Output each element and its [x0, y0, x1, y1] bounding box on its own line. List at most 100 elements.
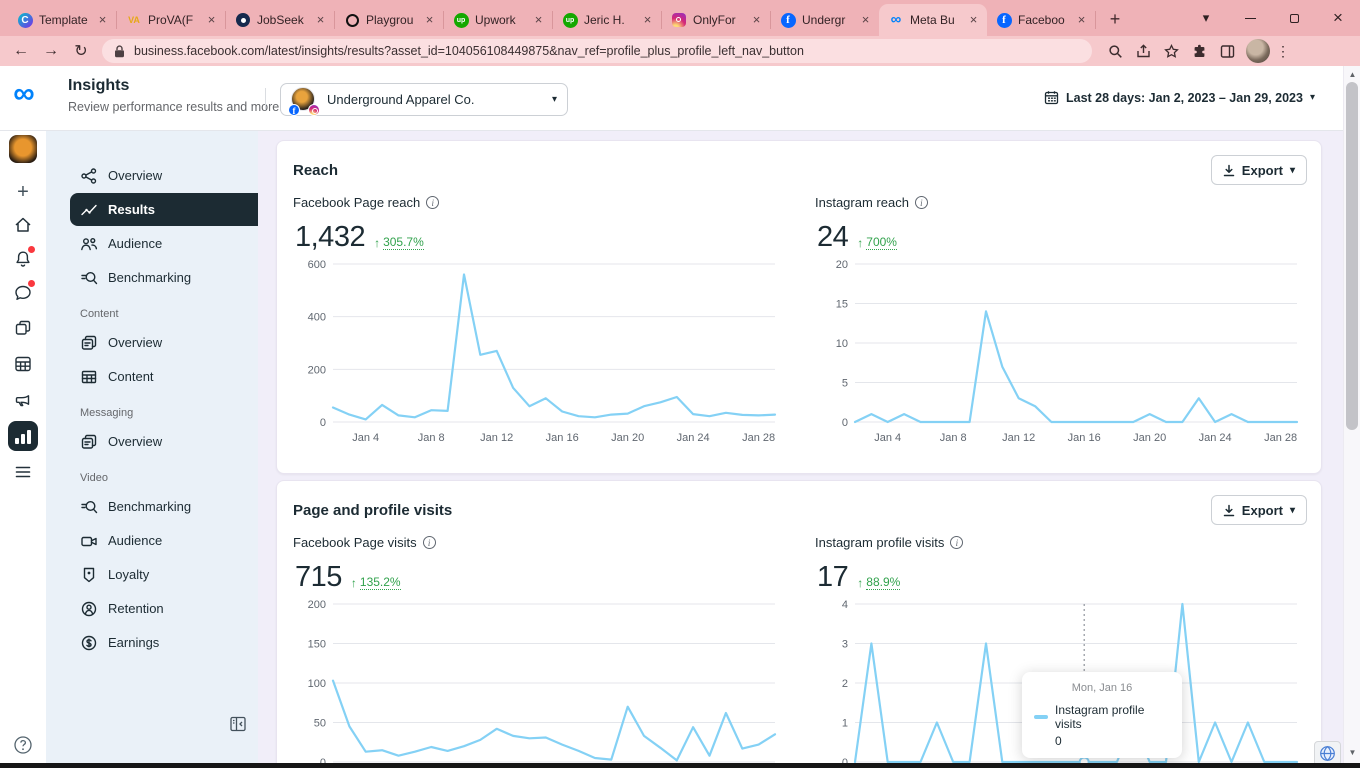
browser-tab-meta-business[interactable]: ∞ Meta Bu ×: [879, 4, 987, 36]
search-icon[interactable]: [1102, 38, 1128, 64]
tab-separator: [443, 11, 444, 29]
browser-tab-onlyfor[interactable]: OnlyFor ×: [662, 4, 770, 36]
svg-text:200: 200: [308, 364, 326, 376]
tab-separator: [770, 11, 771, 29]
tab-close-icon[interactable]: ×: [207, 11, 216, 27]
export-button[interactable]: Export ▾: [1210, 155, 1307, 185]
page-title: Insights: [68, 77, 130, 94]
tab-close-icon[interactable]: ×: [861, 11, 870, 27]
sidebar-item-overview[interactable]: Overview: [70, 159, 258, 192]
browser-tab-template[interactable]: C Template ×: [8, 4, 116, 36]
tooltip-series: Instagram profile visits: [1055, 703, 1145, 731]
sidebar-item-video-benchmarking[interactable]: Benchmarking: [70, 490, 258, 523]
side-panel-icon[interactable]: [1214, 38, 1240, 64]
ads-megaphone-icon[interactable]: [0, 386, 46, 414]
date-range-selector[interactable]: Last 28 days: Jan 2, 2023 – Jan 29, 2023…: [1044, 90, 1315, 105]
home-icon[interactable]: [0, 211, 46, 239]
tab-search-chevron-icon[interactable]: ▾: [1202, 10, 1210, 25]
chevron-down-icon: ▾: [1309, 92, 1315, 103]
svg-text:4: 4: [842, 599, 848, 611]
metric-value: 1,432: [295, 221, 366, 253]
svg-text:0: 0: [842, 417, 848, 429]
metric-delta[interactable]: ↑ 88.9%: [857, 575, 901, 590]
sidebar-item-earnings[interactable]: Earnings: [70, 626, 258, 659]
tab-close-icon[interactable]: ×: [425, 11, 434, 27]
info-icon[interactable]: i: [422, 536, 436, 549]
address-bar[interactable]: business.facebook.com/latest/insights/re…: [102, 39, 1092, 63]
window-minimize-button[interactable]: [1228, 0, 1272, 36]
browser-menu-icon[interactable]: ⋮: [1276, 42, 1290, 59]
sidebar-item-loyalty[interactable]: Loyalty: [70, 558, 258, 591]
facebook-page-reach-chart[interactable]: 0 200 400 600 Jan 4 Jan 8 Jan 12 Jan 16 Jan 20 Ja…: [293, 256, 783, 448]
canva-icon: C: [17, 12, 33, 28]
jobseeker-icon: [235, 12, 251, 28]
insights-active-icon[interactable]: [0, 420, 46, 452]
new-tab-button[interactable]: +: [1109, 8, 1121, 29]
tab-close-icon[interactable]: ×: [316, 11, 325, 27]
scroll-up-arrow[interactable]: ▲: [1348, 70, 1357, 79]
metric-delta[interactable]: ↑ 700%: [857, 235, 897, 250]
reload-button[interactable]: ↻: [74, 43, 88, 60]
sidebar-item-content-overview[interactable]: Overview: [70, 326, 258, 359]
tab-close-icon[interactable]: ×: [1077, 11, 1086, 27]
tab-close-icon[interactable]: ×: [534, 11, 543, 27]
svg-text:20: 20: [836, 259, 848, 271]
tab-close-icon[interactable]: ×: [969, 11, 978, 27]
content-pages-icon[interactable]: [0, 314, 46, 342]
sidebar-item-benchmarking[interactable]: Benchmarking: [70, 261, 258, 294]
bookmark-star-icon[interactable]: [1158, 38, 1184, 64]
metric-delta[interactable]: ↑ 305.7%: [374, 235, 424, 250]
browser-tab-prova[interactable]: VA ProVA(F ×: [117, 4, 225, 36]
info-icon[interactable]: i: [950, 536, 964, 549]
browser-tab-jeric[interactable]: up Jeric H. ×: [553, 4, 661, 36]
browser-tab-playground[interactable]: Playgrou ×: [335, 4, 443, 36]
info-icon[interactable]: i: [426, 196, 440, 209]
extensions-icon[interactable]: [1186, 38, 1212, 64]
page-scrollbar[interactable]: ▲ ▼: [1343, 66, 1360, 768]
browser-tab-jobseek[interactable]: JobSeek ×: [226, 4, 334, 36]
scrollbar-thumb[interactable]: [1346, 82, 1358, 430]
browser-tab-facebook[interactable]: f Faceboo ×: [987, 4, 1095, 36]
retention-icon: [80, 600, 98, 618]
rail-business-avatar[interactable]: [0, 131, 46, 167]
help-icon[interactable]: [0, 731, 46, 759]
sidebar-item-video-audience[interactable]: Audience: [70, 524, 258, 557]
tab-close-icon[interactable]: ×: [752, 11, 761, 27]
tab-close-icon[interactable]: ×: [643, 11, 652, 27]
export-button[interactable]: Export ▾: [1210, 495, 1307, 525]
sidebar-item-retention[interactable]: Retention: [70, 592, 258, 625]
create-plus-icon[interactable]: +: [17, 180, 29, 203]
inbox-chat-icon[interactable]: [0, 279, 46, 307]
scroll-down-arrow[interactable]: ▼: [1348, 748, 1357, 757]
info-icon[interactable]: i: [914, 196, 928, 209]
back-button[interactable]: ←: [13, 42, 29, 59]
sidebar-item-messaging-overview[interactable]: Overview: [70, 425, 258, 458]
notifications-bell-icon[interactable]: [0, 245, 46, 273]
all-tools-menu-icon[interactable]: [0, 458, 46, 486]
sidebar-item-results[interactable]: Results: [70, 193, 258, 226]
svg-text:0: 0: [320, 757, 326, 768]
forward-button[interactable]: →: [43, 42, 59, 59]
share-icon[interactable]: [1130, 38, 1156, 64]
planner-calendar-icon[interactable]: [0, 350, 46, 378]
instagram-reach-chart[interactable]: 0 5 10 15 20 Jan 4 Jan 8 Jan 12 Jan 16 Jan 20 Jan …: [815, 256, 1305, 448]
sidebar-item-audience[interactable]: Audience: [70, 227, 258, 260]
window-restore-button[interactable]: [1272, 0, 1316, 36]
collapse-sidebar-icon[interactable]: [228, 714, 248, 734]
tab-close-icon[interactable]: ×: [98, 11, 107, 27]
business-asset-selector[interactable]: f Underground Apparel Co. ▾: [280, 83, 568, 116]
svg-text:Jan 24: Jan 24: [1199, 432, 1232, 444]
metric-delta[interactable]: ↑ 135.2%: [350, 575, 401, 590]
browser-tab-underground[interactable]: f Undergr ×: [771, 4, 879, 36]
benchmarking-icon: [80, 269, 98, 287]
browser-profile-avatar[interactable]: [1246, 39, 1270, 63]
upwork-icon: up: [562, 12, 578, 28]
date-range-text: Last 28 days: Jan 2, 2023 – Jan 29, 2023: [1066, 90, 1303, 105]
browser-tab-upwork[interactable]: up Upwork ×: [444, 4, 552, 36]
upwork-icon: up: [453, 12, 469, 28]
window-close-button[interactable]: ×: [1333, 8, 1343, 27]
meta-logo[interactable]: ∞: [13, 77, 35, 110]
sidebar-item-content[interactable]: Content: [70, 360, 258, 393]
